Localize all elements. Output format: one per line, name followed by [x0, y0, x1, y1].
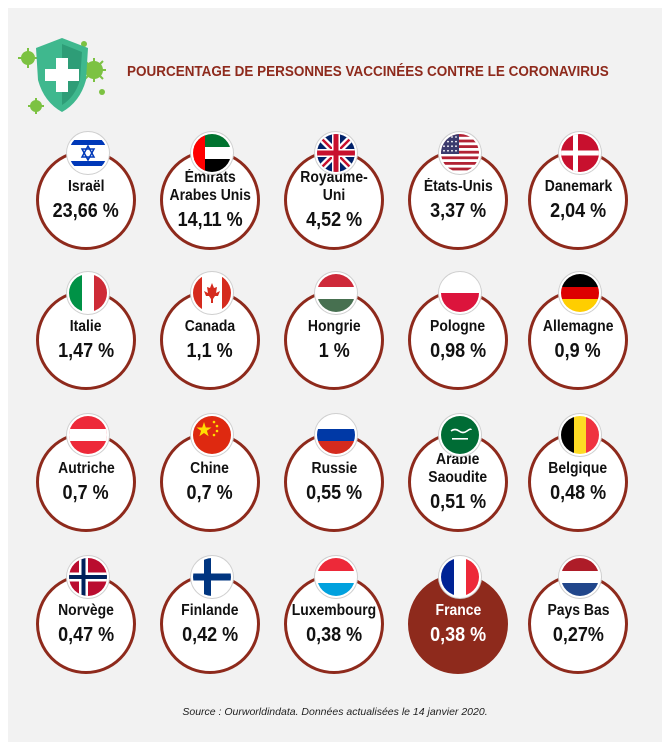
finland-flag-icon [191, 556, 233, 598]
country-name: États-Unis [423, 177, 493, 195]
vaccination-percentage: 2,04 % [549, 199, 607, 222]
country-name: Belgique [548, 459, 608, 477]
country-name: Finlande [181, 601, 239, 619]
belgium-flag-icon [559, 414, 601, 456]
canada-flag-icon [191, 272, 233, 314]
vaccination-percentage: 0,47 % [57, 623, 115, 646]
vaccination-percentage: 0,48 % [549, 481, 607, 504]
country-name: Pays Bas [546, 601, 610, 619]
uk-flag-icon [315, 132, 357, 174]
france-flag-icon [439, 556, 481, 598]
country-card-germany: Allemagne 0,9 % [528, 272, 638, 392]
vaccination-percentage: 0,38 % [305, 623, 363, 646]
country-name: Israël [67, 177, 105, 195]
denmark-flag-icon [559, 132, 601, 174]
poland-flag-icon [439, 272, 481, 314]
country-card-saudi: Arabie Saoudite 0,51 % [408, 414, 518, 534]
italy-flag-icon [67, 272, 109, 314]
vaccination-percentage: 3,37 % [429, 199, 487, 222]
country-circle: Finlande 0,42 % [160, 574, 260, 674]
country-card-hungary: Hongrie 1 % [284, 272, 394, 392]
country-name: Hongrie [307, 317, 361, 335]
country-card-uae: Émirats Arabes Unis 14,11 % [160, 132, 270, 252]
country-name: Émirats Arabes Unis [169, 168, 251, 204]
hungary-flag-icon [315, 272, 357, 314]
country-card-canada: Canada 1,1 % [160, 272, 270, 392]
vaccination-percentage: 1,47 % [57, 339, 115, 362]
country-name: Pologne [430, 317, 486, 335]
norway-flag-icon [67, 556, 109, 598]
vaccination-percentage: 0,38 % [429, 623, 487, 646]
country-circle: Émirats Arabes Unis 14,11 % [160, 150, 260, 250]
china-flag-icon [191, 414, 233, 456]
country-card-uk: Royaume-Uni 4,52 % [284, 132, 394, 252]
country-name: Royaume-Uni [300, 168, 368, 204]
netherlands-flag-icon [559, 556, 601, 598]
country-name: Canada [184, 317, 236, 335]
country-card-usa: États-Unis 3,37 % [408, 132, 518, 252]
luxembourg-flag-icon [315, 556, 357, 598]
country-card-luxembourg: Luxembourg 0,38 % [284, 556, 394, 676]
country-name: Russie [311, 459, 357, 477]
vaccination-percentage: 0,51 % [429, 490, 487, 513]
country-name: Arabie Saoudite [428, 450, 488, 486]
vaccination-percentage: 0,7 % [62, 481, 110, 504]
country-card-italy: Italie 1,47 % [36, 272, 146, 392]
page-title: POURCENTAGE DE PERSONNES VACCINÉES CONTR… [127, 64, 609, 80]
usa-flag-icon [439, 132, 481, 174]
austria-flag-icon [67, 414, 109, 456]
vaccination-percentage: 14,11 % [177, 208, 243, 231]
vaccination-percentage: 23,66 % [52, 199, 120, 222]
country-card-norway: Norvège 0,47 % [36, 556, 146, 676]
country-circle: Arabie Saoudite 0,51 % [408, 432, 508, 532]
country-name: Norvège [58, 601, 114, 619]
shield-cross-virus-icon [18, 38, 106, 114]
vaccination-percentage: 1 % [318, 339, 350, 362]
country-circle: Luxembourg 0,38 % [284, 574, 384, 674]
vaccination-percentage: 0,27% [552, 623, 604, 646]
country-card-russia: Russie 0,55 % [284, 414, 394, 534]
country-card-china: Chine 0,7 % [160, 414, 270, 534]
vaccination-percentage: 0,55 % [305, 481, 363, 504]
country-name: Allemagne [542, 317, 614, 335]
country-name: Luxembourg [291, 601, 377, 619]
country-card-austria: Autriche 0,7 % [36, 414, 146, 534]
country-name: Chine [190, 459, 230, 477]
germany-flag-icon [559, 272, 601, 314]
country-circle: France 0,38 % [408, 574, 508, 674]
country-card-israel: Israël 23,66 % [36, 132, 146, 252]
vaccination-percentage: 0,9 % [554, 339, 602, 362]
saudi-flag-icon [439, 414, 481, 456]
country-card-belgium: Belgique 0,48 % [528, 414, 638, 534]
country-name: Autriche [57, 459, 115, 477]
uae-flag-icon [191, 132, 233, 174]
country-name: Italie [70, 317, 102, 335]
country-card-france: France 0,38 % [408, 556, 518, 676]
russia-flag-icon [315, 414, 357, 456]
country-card-netherlands: Pays Bas 0,27% [528, 556, 638, 676]
israel-flag-icon [67, 132, 109, 174]
country-card-finland: Finlande 0,42 % [160, 556, 270, 676]
country-name: France [435, 601, 481, 619]
vaccination-percentage: 0,98 % [429, 339, 487, 362]
vaccination-percentage: 0,42 % [181, 623, 239, 646]
country-card-denmark: Danemark 2,04 % [528, 132, 638, 252]
country-card-poland: Pologne 0,98 % [408, 272, 518, 392]
vaccination-percentage: 4,52 % [305, 208, 363, 231]
source-note: Source : Ourworldindata. Données actuali… [182, 706, 488, 718]
vaccination-percentage: 1,1 % [186, 339, 234, 362]
country-name: Danemark [544, 177, 612, 195]
vaccination-percentage: 0,7 % [186, 481, 234, 504]
